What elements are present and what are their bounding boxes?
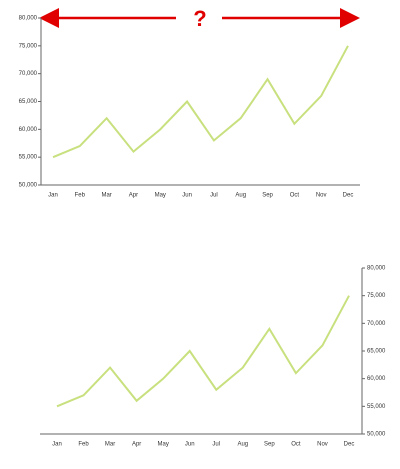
x-tick-label: May	[155, 193, 166, 199]
y-tick-label: 60,000	[19, 127, 38, 133]
data-line	[56, 295, 350, 408]
y-tick-label: 50,000	[19, 183, 38, 189]
x-tick-label: Nov	[316, 193, 327, 199]
y-tick-label: 65,000	[367, 349, 386, 355]
x-tick-label: Jun	[185, 442, 195, 448]
y-tick-label: 70,000	[19, 71, 38, 77]
x-tick-label: Apr	[132, 442, 141, 448]
y-tick-label: 55,000	[367, 404, 386, 410]
x-tick-label: Sep	[262, 193, 273, 199]
x-tick-label: Dec	[344, 442, 355, 448]
y-tick-label: 75,000	[367, 293, 386, 299]
y-tick-label: 75,000	[19, 43, 38, 49]
x-tick-label: Apr	[129, 193, 138, 199]
x-tick-label: Oct	[291, 442, 301, 448]
annotation: ?	[193, 6, 206, 31]
x-tick-label: Aug	[237, 442, 248, 448]
x-tick-label: Mar	[101, 193, 111, 199]
y-tick-label: 70,000	[367, 321, 386, 327]
y-tick-label: 55,000	[19, 155, 38, 161]
y-tick-label: 80,000	[367, 266, 386, 272]
x-tick-label: Aug	[235, 193, 246, 199]
x-tick-label: Sep	[264, 442, 275, 448]
x-tick-label: Feb	[75, 193, 86, 199]
y-tick-label: 60,000	[367, 376, 386, 382]
x-tick-label: Jun	[182, 193, 192, 199]
x-tick-label: Jan	[48, 193, 58, 199]
y-tick-label: 80,000	[19, 16, 38, 22]
y-tick-label: 50,000	[367, 432, 386, 438]
x-tick-label: Nov	[317, 442, 328, 448]
x-tick-label: Mar	[105, 442, 115, 448]
x-tick-label: Jul	[212, 442, 220, 448]
x-tick-label: Feb	[78, 442, 89, 448]
x-tick-label: Dec	[343, 193, 354, 199]
x-tick-label: May	[158, 442, 169, 448]
y-tick-label: 65,000	[19, 99, 38, 105]
x-tick-label: Jul	[210, 193, 218, 199]
data-line	[52, 45, 349, 159]
x-tick-label: Jan	[52, 442, 62, 448]
x-tick-label: Oct	[290, 193, 300, 199]
